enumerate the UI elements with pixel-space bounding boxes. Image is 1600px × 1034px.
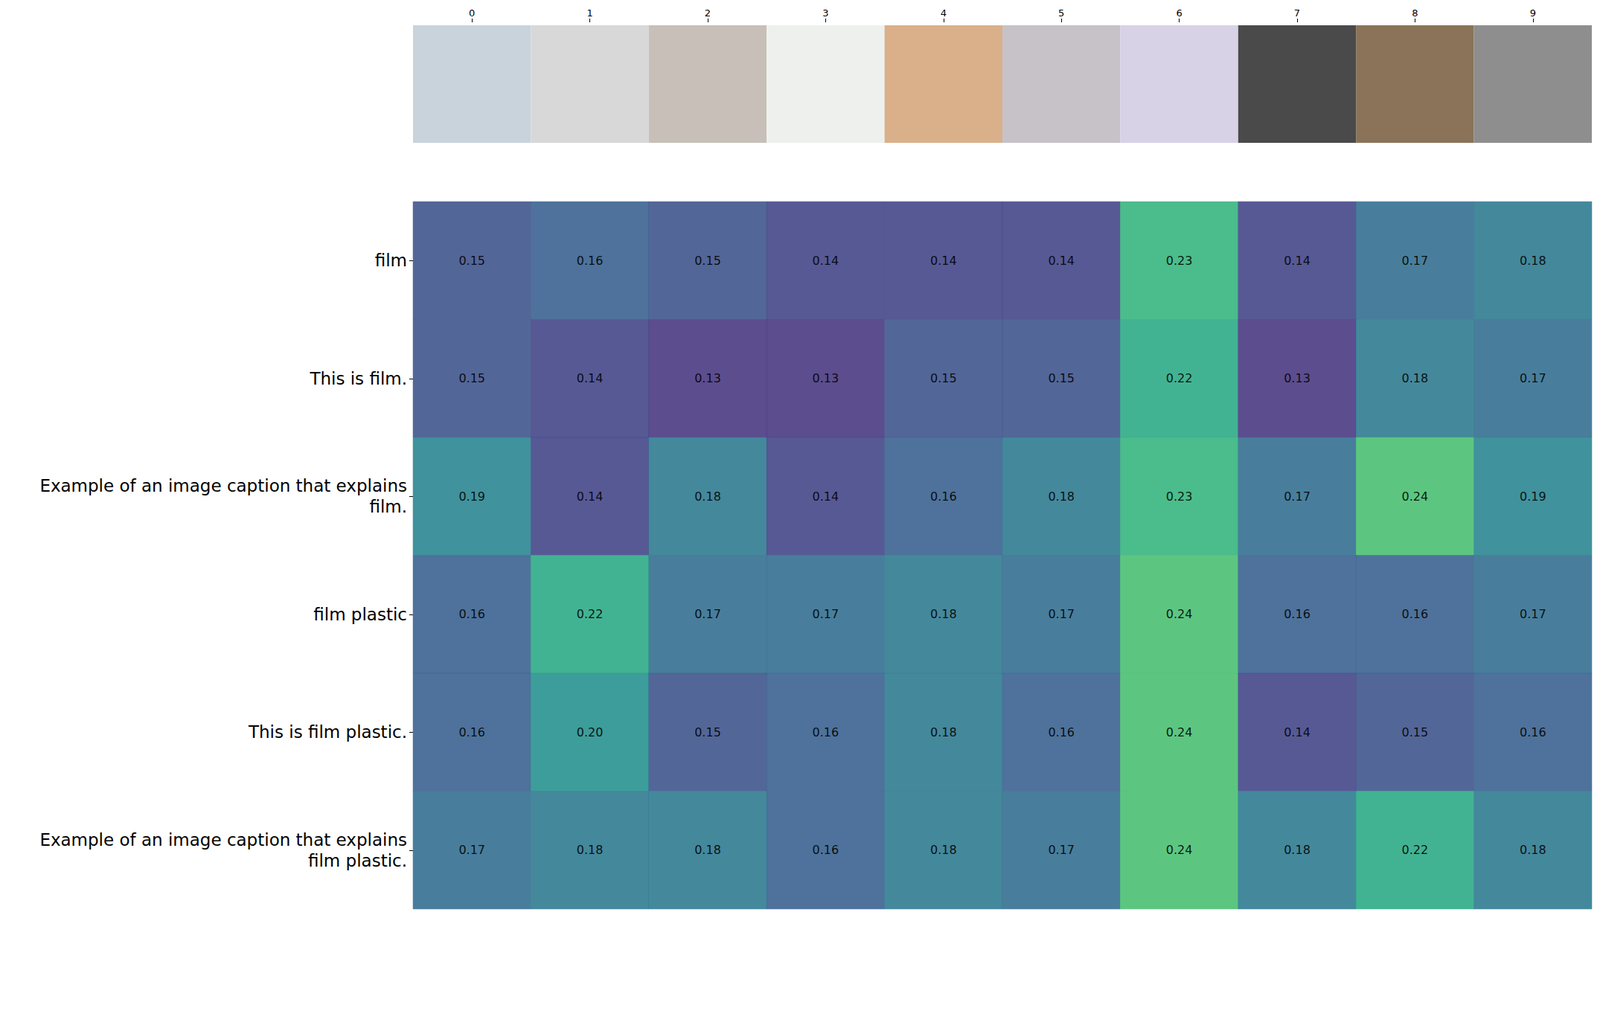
svg-text:4: 4 [940,7,947,19]
svg-text:0.16: 0.16 [930,489,958,504]
svg-text:7: 7 [1294,7,1301,19]
svg-text:0.17: 0.17 [694,607,722,622]
svg-text:Example of an image caption th: Example of an image caption that explain… [39,476,408,496]
svg-text:1: 1 [586,7,593,19]
svg-text:0.15: 0.15 [1402,725,1429,740]
svg-text:0.18: 0.18 [1519,843,1547,858]
svg-text:film plastic: film plastic [313,605,408,625]
svg-text:0.18: 0.18 [930,725,958,740]
svg-text:0.22: 0.22 [1402,843,1429,858]
svg-text:0.15: 0.15 [1047,371,1075,386]
svg-text:0.14: 0.14 [576,371,604,386]
svg-text:0.17: 0.17 [1047,843,1075,858]
svg-text:5: 5 [1058,7,1065,19]
svg-text:0.24: 0.24 [1166,725,1193,740]
svg-text:0.17: 0.17 [458,843,486,858]
svg-text:2: 2 [704,7,711,19]
svg-text:0.18: 0.18 [576,843,604,858]
svg-text:0.16: 0.16 [458,725,486,740]
svg-text:0.14: 0.14 [812,253,840,268]
svg-text:0.13: 0.13 [1283,371,1311,386]
svg-text:0.17: 0.17 [1047,607,1075,622]
svg-text:0.18: 0.18 [694,843,722,858]
svg-text:0.17: 0.17 [1283,489,1311,504]
svg-text:0.16: 0.16 [1402,607,1429,622]
svg-text:0.14: 0.14 [1047,253,1075,268]
svg-text:0.18: 0.18 [694,489,722,504]
svg-text:0.22: 0.22 [576,607,604,622]
svg-text:film plastic.: film plastic. [308,851,408,871]
svg-text:6: 6 [1175,7,1182,19]
svg-text:0.23: 0.23 [1166,489,1193,504]
svg-text:0.18: 0.18 [1402,371,1429,386]
svg-text:0.16: 0.16 [812,843,840,858]
svg-text:0.16: 0.16 [576,253,604,268]
svg-text:0.14: 0.14 [576,489,604,504]
svg-text:0.15: 0.15 [694,253,722,268]
svg-text:0.15: 0.15 [930,371,958,386]
svg-text:0.24: 0.24 [1402,489,1429,504]
svg-text:8: 8 [1411,7,1418,19]
svg-text:0.17: 0.17 [1519,371,1547,386]
svg-text:film: film [375,250,408,271]
svg-text:0.17: 0.17 [1402,253,1429,268]
svg-text:0.18: 0.18 [1283,843,1311,858]
svg-text:0.16: 0.16 [1047,725,1075,740]
svg-text:0.16: 0.16 [812,725,840,740]
svg-text:Example of an image caption th: Example of an image caption that explain… [39,830,408,850]
svg-text:0.18: 0.18 [1047,489,1075,504]
svg-text:0.15: 0.15 [694,725,722,740]
svg-text:0.19: 0.19 [458,489,486,504]
svg-text:0.24: 0.24 [1166,607,1193,622]
svg-text:0: 0 [468,7,475,19]
svg-text:0.14: 0.14 [930,253,958,268]
svg-text:0.16: 0.16 [458,607,486,622]
svg-text:3: 3 [822,7,829,19]
svg-text:This is film.: This is film. [308,369,408,389]
svg-text:0.22: 0.22 [1166,371,1193,386]
svg-text:0.16: 0.16 [1283,607,1311,622]
svg-text:0.18: 0.18 [930,843,958,858]
svg-text:0.19: 0.19 [1519,489,1547,504]
svg-text:0.14: 0.14 [1283,725,1311,740]
svg-text:0.17: 0.17 [812,607,840,622]
svg-text:0.13: 0.13 [694,371,722,386]
svg-text:9: 9 [1530,7,1536,19]
svg-text:0.18: 0.18 [1519,253,1547,268]
svg-text:0.13: 0.13 [812,371,840,386]
svg-text:0.17: 0.17 [1519,607,1547,622]
svg-text:0.23: 0.23 [1166,253,1193,268]
svg-text:0.14: 0.14 [1283,253,1311,268]
svg-text:This is film plastic.: This is film plastic. [247,722,408,742]
svg-text:0.20: 0.20 [576,725,604,740]
svg-text:0.15: 0.15 [458,253,486,268]
svg-text:0.24: 0.24 [1166,843,1193,858]
svg-text:0.14: 0.14 [812,489,840,504]
svg-text:0.15: 0.15 [458,371,486,386]
svg-text:0.18: 0.18 [930,607,958,622]
svg-text:0.16: 0.16 [1519,725,1547,740]
svg-text:film.: film. [369,497,408,517]
